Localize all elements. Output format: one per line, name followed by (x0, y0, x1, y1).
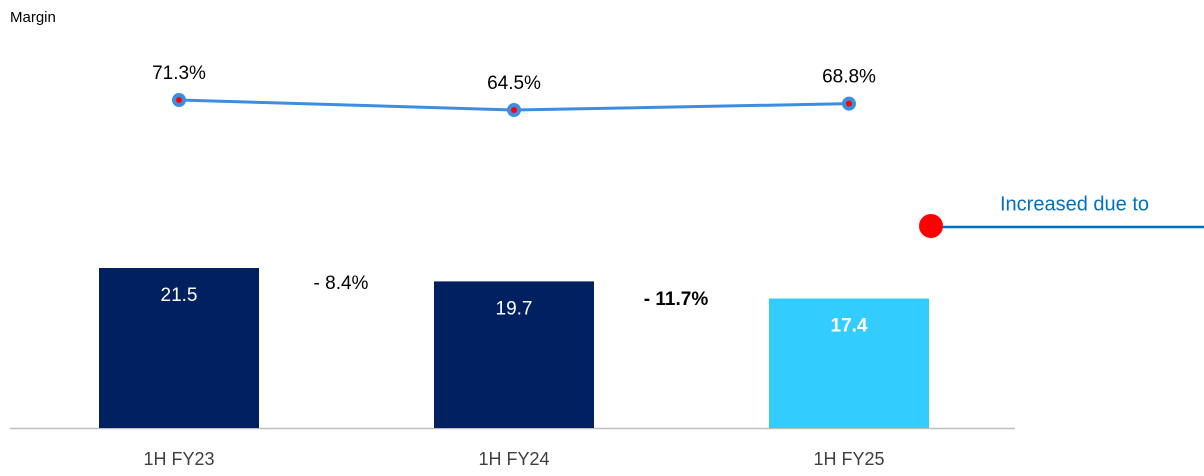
change-label: - 11.7% (644, 289, 709, 310)
change-label: - 8.4% (314, 273, 369, 294)
line-value-label: 71.3% (152, 63, 206, 84)
bar-value-label: 19.7 (496, 298, 533, 319)
x-tick-label: 1H FY23 (143, 449, 214, 469)
annotation-marker (919, 214, 943, 238)
line-marker-center (176, 97, 182, 103)
bar-value-label: 17.4 (831, 316, 868, 337)
line-label: Margin (10, 9, 56, 26)
line-marker-center (846, 100, 852, 107)
line-marker-center (511, 106, 517, 113)
bar (769, 298, 929, 428)
bar (434, 281, 594, 428)
line-value-label: 64.5% (487, 73, 541, 94)
bar (99, 268, 259, 428)
annotation-text: Increased due to (1000, 193, 1149, 215)
x-tick-label: 1H FY24 (478, 449, 549, 469)
bar-value-label: 21.5 (161, 285, 198, 306)
x-tick-label: 1H FY25 (813, 449, 884, 469)
line-value-label: 68.8% (822, 67, 876, 88)
